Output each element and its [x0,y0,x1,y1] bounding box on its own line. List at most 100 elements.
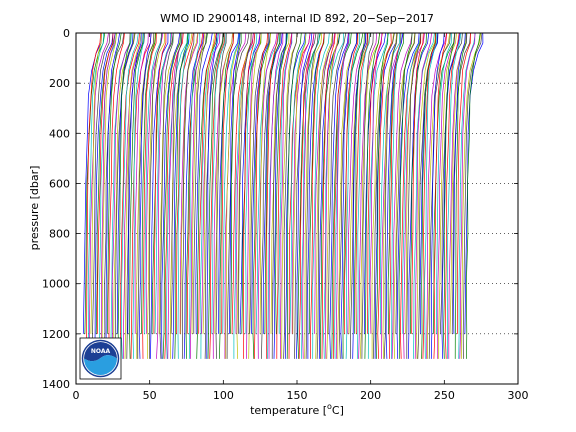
profile-line [465,33,481,359]
profile-line [105,33,120,359]
profile-line [236,33,252,359]
profile-line [202,33,216,334]
profile-line [153,33,167,334]
profile-line [433,33,448,359]
profile-line [209,33,226,359]
profile-line [141,33,157,334]
profile-line [98,33,117,359]
profile-line [421,33,436,359]
profile-line [276,33,293,359]
profile-line [111,33,131,359]
profile-line [438,33,457,359]
profile-line [162,33,181,359]
profile-line [464,33,484,334]
profile-line [130,33,152,359]
profile-line [239,33,261,334]
profile-line [345,33,361,359]
profile-line [377,33,392,359]
y-axis-label: pressure [dbar] [28,166,41,251]
profile-line [127,33,142,334]
profile-line [407,33,430,359]
profile-line [185,33,208,359]
y-tick-label: 400 [49,127,70,140]
profile-line [179,33,199,334]
profile-line [391,33,413,359]
profile-line [196,33,218,359]
profile-line [89,33,109,359]
profile-line [101,33,118,359]
profile-line [369,33,383,334]
profile-line [188,33,201,359]
profile-line [439,33,463,334]
x-axis-label: temperature [oC] [250,402,344,417]
profile-line [106,33,122,334]
profile-line [344,33,359,334]
profile-line [206,33,218,359]
profile-line [190,33,205,359]
noaa-logo: NOAA [79,337,122,380]
profile-line [413,33,435,359]
profile-line [238,33,252,334]
profile-line [249,33,269,334]
profile-line [149,33,162,359]
profile-line [117,33,131,359]
profile-line [372,33,395,359]
profile-line [94,33,114,359]
profile-line [161,33,181,359]
profile-line [416,33,436,359]
profile-line [307,33,325,359]
y-tick-label: 0 [63,27,70,40]
x-tick-label: 250 [434,389,455,402]
x-tick-label: 100 [213,389,234,402]
profile-line [327,33,347,334]
profile-line [335,33,350,359]
profile-line [387,33,405,334]
profile-line [382,33,397,359]
profile-line [248,33,262,359]
profile-line [180,33,198,334]
profile-line [449,33,468,334]
profile-line [411,33,424,334]
profile-line [191,33,206,334]
profile-line [101,33,116,359]
profile-line [211,33,226,334]
profile-line [255,33,280,334]
profile-line [90,33,102,334]
profile-line [314,33,335,334]
x-axis-ticks: 0 50 100 150 200 250 300 [73,33,529,402]
profile-line [305,33,319,359]
profile-line [170,33,183,334]
profile-line [286,33,302,359]
profile-line [395,33,416,334]
profile-line [144,33,163,334]
profile-line [146,33,165,359]
profile-line [367,33,383,334]
profile-line [312,33,330,359]
profile-line [151,33,174,334]
profile-line [270,33,290,334]
profile-line [459,33,476,359]
profile-line [427,33,451,359]
profile-line [325,33,339,359]
y-tick-label: 1000 [42,278,70,291]
profile-line [391,33,402,359]
profile-line [166,33,188,359]
profile-line [222,33,240,334]
profile-line [215,33,227,359]
profile-line [298,33,315,359]
profile-line [436,33,452,334]
y-tick-label: 1400 [42,378,70,391]
profile-line [221,33,234,334]
profile-line [316,33,334,359]
y-tick-label: 600 [49,177,70,190]
profile-line [266,33,279,359]
chart-title: WMO ID 2900148, internal ID 892, 20−Sep−… [160,12,434,25]
profile-line [383,33,398,359]
profile-line [406,33,421,359]
profile-line [273,33,287,359]
profile-line [283,33,298,359]
logo-wave-icon [84,355,117,376]
profile-line [329,33,349,359]
profile-line [358,33,378,359]
